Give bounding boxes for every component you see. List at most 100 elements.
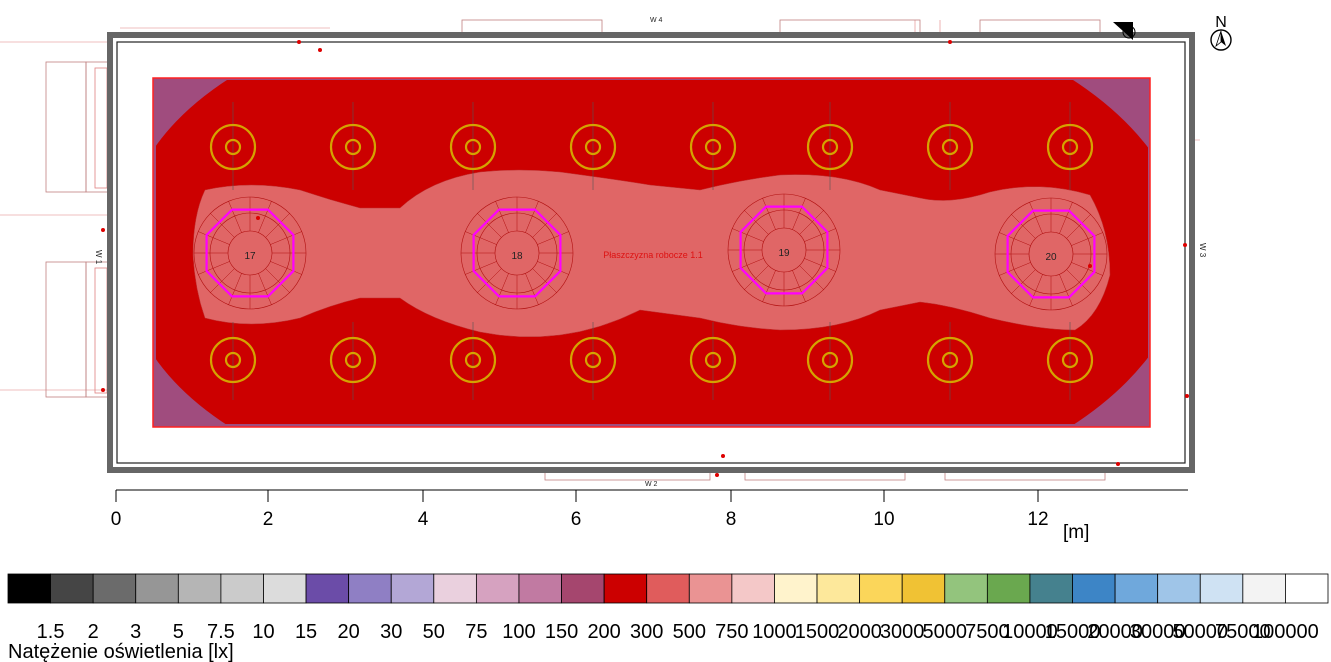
legend-swatch [135,573,179,604]
legend-value: 20000 [1087,621,1143,643]
legend-value: 200 [587,621,620,643]
luminaire [569,336,617,384]
legend-value: 50000 [1172,621,1228,643]
legend-swatch [263,573,307,604]
luminaires-bottom-row [209,336,1094,384]
legend-value: 1500 [795,621,840,643]
legend-swatch [348,573,392,604]
spotlight-octagon-icon [460,196,574,310]
scale-tick-label: 2 [263,509,274,530]
luminaire [689,123,737,171]
legend-value: 2000 [837,621,882,643]
legend-swatch [859,573,903,604]
legend-value: 20 [338,621,360,643]
legend-value: 5 [173,621,184,643]
scale-tick-label: 4 [418,509,429,530]
luminaire [689,336,737,384]
scale-tick-label: 0 [111,509,122,530]
legend-swatch [901,573,946,604]
legend-swatches [7,573,1329,604]
spotlight-label-18: 18 [511,251,523,262]
luminaire [449,123,497,171]
window-left-lower [45,261,115,398]
legend-swatch [1029,573,1073,604]
legend-value: 50 [423,621,445,643]
room-inner-wall [116,41,1186,464]
legend-swatch [603,573,648,604]
legend-swatch [7,573,51,604]
legend-swatch [305,573,350,604]
legend-value: 7.5 [207,621,235,643]
legend-swatch [1157,573,1201,604]
scale-tick-label: 8 [726,509,737,530]
spotlights [193,193,1108,311]
spotlight-label-17: 17 [244,251,256,262]
legend-swatch [986,573,1031,604]
luminaire [926,123,974,171]
wall-label-right: W 3 [1198,243,1207,258]
legend-swatch [390,573,435,604]
luminaire [569,123,617,171]
legend-swatch [433,573,477,604]
spotlight-octagon-icon [727,193,841,307]
legend-value: 1.5 [37,621,65,643]
legend-swatch [475,573,520,604]
legend-swatch [1285,573,1329,604]
north-arrow-icon [1210,29,1232,51]
legend-swatch [731,573,775,604]
legend-value: 30000 [1130,621,1186,643]
legend-swatch [220,573,264,604]
legend-swatch [518,573,562,604]
legend-value: 10000 [1002,621,1058,643]
legend-value: 500 [673,621,706,643]
north-label: N [1215,14,1227,31]
legend-value: 15000 [1045,621,1101,643]
legend-swatch [944,573,988,604]
legend-value: 100000 [1252,621,1319,643]
legend-value: 750 [715,621,748,643]
luminaire [329,336,377,384]
legend-values: 1.5 2 3 5 7.5 10 15 20 30 50 75 100 150 200 300 500 750 1… [37,621,1319,643]
luminaire [449,336,497,384]
scale-tick-label: 6 [571,509,582,530]
luminaire-axis-lines [232,102,1071,400]
legend-value: 15 [295,621,317,643]
legend-swatch [561,573,605,604]
wall-label-bottom: W 2 [645,481,658,488]
legend-value: 3000 [880,621,925,643]
legend-title: Natężenie oświetlenia [lx] [8,641,234,662]
plane-outline [152,77,1151,428]
wall-label-left: W 1 [94,250,103,265]
legend-swatch [50,573,94,604]
legend-swatch [1072,573,1116,604]
spotlight-octagon-icon [193,196,307,310]
luminaire [209,336,257,384]
legend-value: 150 [545,621,578,643]
corner-marker-icon [1113,22,1136,40]
legend-swatch [1199,573,1244,604]
wall-label-top: W 4 [650,17,663,24]
legend-swatch [646,573,690,604]
luminaire [926,336,974,384]
legend-swatch [92,573,137,604]
luminaire [329,123,377,171]
spotlight-label-20: 20 [1045,252,1057,263]
legend-value: 5000 [923,621,968,643]
legend-swatch [816,573,861,604]
luminaires-top-row [209,123,1094,171]
scale-tick-label: 10 [873,509,894,530]
zone-500 [192,169,1111,338]
legend-swatch [1242,573,1286,604]
spotlight-octagon-icon [994,197,1108,311]
legend-value: 75000 [1215,621,1271,643]
spotlight-label-19: 19 [778,248,790,259]
legend-value: 7500 [965,621,1010,643]
legend-swatch [177,573,222,604]
legend-swatch [688,573,733,604]
luminaire [1046,336,1094,384]
scale-unit: [m] [1063,522,1089,543]
legend-value: 75 [465,621,487,643]
legend-value: 300 [630,621,663,643]
luminaire [806,123,854,171]
